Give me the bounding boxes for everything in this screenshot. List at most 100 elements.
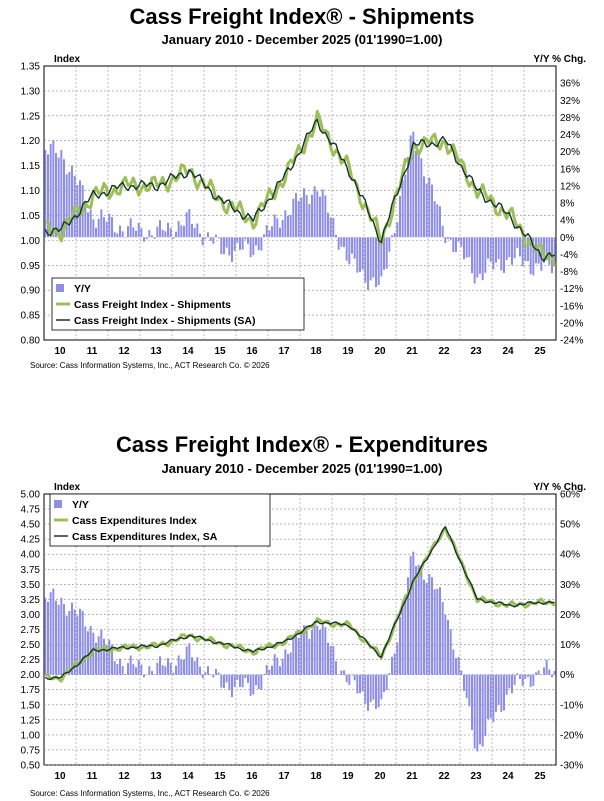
yoy-bar <box>105 645 108 675</box>
y2-tick-label: -24% <box>560 336 583 347</box>
y-axis-title: Index <box>54 482 81 493</box>
yoy-bar <box>329 217 332 238</box>
yoy-bar <box>111 644 113 675</box>
yoy-bar <box>268 230 271 238</box>
yoy-bar <box>444 237 447 244</box>
yoy-bar <box>303 625 305 675</box>
yoy-bar <box>527 674 529 677</box>
yoy-bar <box>111 217 113 238</box>
yoy-bar <box>68 611 71 675</box>
yoy-bar <box>95 227 97 238</box>
yoy-bar <box>105 221 108 238</box>
yoy-bar <box>473 674 476 749</box>
yoy-bar <box>95 642 97 675</box>
yoy-bar <box>209 674 212 675</box>
yoy-bar <box>60 597 63 675</box>
yoy-bar <box>60 149 63 238</box>
y-tick-label: 1.50 <box>21 700 41 711</box>
yoy-bar <box>404 594 407 675</box>
yoy-bar <box>481 237 484 281</box>
yoy-bar <box>292 198 295 238</box>
shipments-subtitle: January 2010 - December 2025 (01'1990=1.… <box>161 32 443 47</box>
yoy-bar <box>415 566 417 675</box>
yoy-bar <box>180 225 183 238</box>
yoy-bar <box>151 235 153 238</box>
yoy-bar <box>452 649 455 675</box>
yoy-bar <box>71 602 73 675</box>
yoy-bar <box>412 551 415 675</box>
yoy-bar <box>356 237 359 273</box>
yoy-bar <box>161 229 164 238</box>
yoy-bar <box>460 670 463 675</box>
yoy-bar <box>279 227 281 238</box>
yoy-bar <box>273 654 276 675</box>
yoy-bar <box>228 237 231 256</box>
yoy-bar <box>63 604 65 675</box>
yoy-bar <box>100 209 103 238</box>
yoy-bar <box>223 674 225 688</box>
yoy-bar <box>300 197 303 238</box>
y-tick-label: 3.25 <box>21 595 41 606</box>
y-tick-label: 1.35 <box>21 62 41 73</box>
yoy-bar <box>129 218 132 238</box>
yoy-bar <box>127 226 129 238</box>
yoy-bar <box>188 643 191 675</box>
x-tick-label: 19 <box>342 771 354 782</box>
yoy-bar <box>484 674 487 737</box>
yoy-bar <box>377 674 380 708</box>
yoy-bar <box>57 157 60 238</box>
yoy-bar <box>423 176 425 238</box>
yoy-bar <box>433 201 436 238</box>
y2-tick-label: 0% <box>560 233 575 244</box>
yoy-bar <box>148 230 151 238</box>
yoy-bar <box>103 638 105 675</box>
yoy-bar <box>92 219 95 238</box>
x-tick-label: 21 <box>406 346 418 357</box>
yoy-bar <box>119 225 121 238</box>
yoy-bar <box>164 666 167 675</box>
x-tick-label: 14 <box>182 771 194 782</box>
yoy-bar <box>124 237 127 238</box>
yoy-bar <box>351 237 353 254</box>
yoy-bar <box>49 592 52 675</box>
yoy-bar <box>137 222 140 238</box>
yoy-bar <box>431 577 433 675</box>
yoy-bar <box>495 237 497 263</box>
x-tick-label: 18 <box>310 771 322 782</box>
yoy-bar <box>217 672 220 675</box>
yoy-bar <box>265 664 268 675</box>
yoy-bar <box>260 674 263 690</box>
yoy-bar <box>497 237 500 260</box>
x-tick-label: 16 <box>246 771 258 782</box>
yoy-bar <box>177 221 180 238</box>
yoy-bar <box>295 193 297 238</box>
yoy-bar <box>209 237 212 241</box>
yoy-bar <box>316 191 319 238</box>
yoy-bar <box>287 654 289 675</box>
yoy-bar <box>183 659 185 675</box>
yoy-bar <box>524 674 527 679</box>
y-tick-label: 1.15 <box>21 161 41 172</box>
yoy-bar <box>84 204 87 238</box>
yoy-bar <box>185 646 188 675</box>
y-tick-label: 2.50 <box>21 640 41 651</box>
legend-label-sa: Cass Expenditures Index, SA <box>72 531 218 543</box>
y-tick-label: 1.30 <box>21 86 41 97</box>
yoy-bar <box>449 237 452 240</box>
x-tick-label: 15 <box>214 346 226 357</box>
yoy-bar <box>257 674 260 690</box>
yoy-bar <box>521 674 524 686</box>
yoy-bar <box>167 658 169 675</box>
yoy-bar <box>372 237 375 278</box>
yoy-bar <box>324 195 327 238</box>
yoy-bar <box>276 218 279 238</box>
yoy-bar <box>364 674 367 704</box>
yoy-bar <box>244 674 247 679</box>
yoy-bar <box>436 588 439 675</box>
yoy-bar <box>468 674 471 707</box>
yoy-bar <box>513 674 516 685</box>
yoy-bar <box>175 231 177 238</box>
y2-tick-label: 36% <box>560 79 580 90</box>
x-tick-label: 20 <box>374 771 386 782</box>
yoy-bar <box>177 655 180 675</box>
